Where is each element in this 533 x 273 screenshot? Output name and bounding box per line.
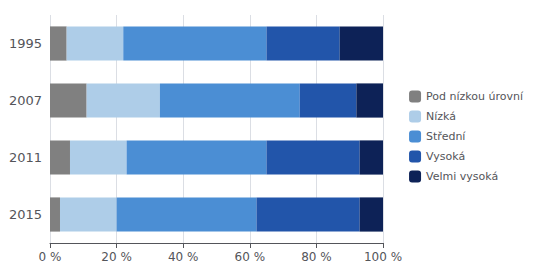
- svg-text:0 %: 0 %: [39, 250, 62, 264]
- svg-text:Pod nízkou úrovní: Pod nízkou úrovní: [426, 90, 524, 103]
- svg-text:20 %: 20 %: [101, 250, 132, 264]
- svg-text:100 %: 100 %: [364, 250, 402, 264]
- svg-text:Nízká: Nízká: [426, 110, 456, 123]
- svg-text:1995: 1995: [9, 36, 42, 51]
- svg-text:Vysoká: Vysoká: [426, 150, 465, 163]
- svg-text:80 %: 80 %: [301, 250, 332, 264]
- svg-text:Střední: Střední: [426, 130, 466, 143]
- svg-text:60 %: 60 %: [235, 250, 265, 264]
- svg-text:2007: 2007: [9, 93, 42, 108]
- svg-text:40 %: 40 %: [168, 250, 199, 264]
- svg-text:2011: 2011: [9, 150, 42, 165]
- svg-text:2015: 2015: [9, 207, 42, 222]
- svg-text:Velmi vysoká: Velmi vysoká: [426, 170, 498, 183]
